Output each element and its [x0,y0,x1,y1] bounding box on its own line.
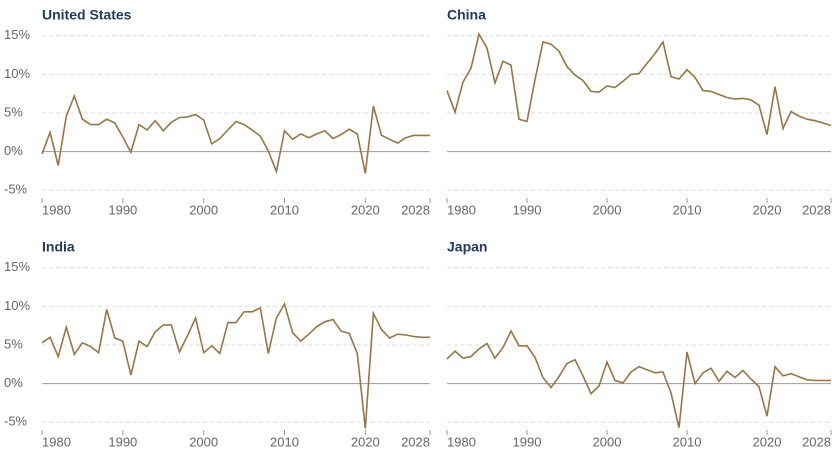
y-tick-label: -5% [4,414,28,429]
panel-title: United States [42,7,132,23]
data-line [41,93,430,175]
panel-title: China [447,7,486,23]
x-tick-label: 1980 [447,434,476,449]
x-tick-label: 2010 [673,202,702,217]
x-tick-label: 1980 [42,202,71,217]
y-tick-label: 10% [4,66,30,81]
x-tick-label: 1990 [108,434,137,449]
x-tick-label: 2020 [753,434,782,449]
y-tick-label: 15% [4,27,30,42]
x-tick-label: 2000 [593,202,622,217]
y-tick-label: 5% [4,104,23,119]
x-tick-label: 2000 [189,202,218,217]
x-tick-label: 2000 [593,434,622,449]
y-tick-label: 10% [4,298,30,313]
x-tick-label: 2020 [351,434,380,449]
x-tick-label: 2010 [270,202,299,217]
y-tick-label: -5% [4,182,28,197]
y-tick-label: 0% [4,143,23,158]
x-tick-label: 1990 [513,434,542,449]
panel-title: India [42,239,75,255]
y-tick-label: 15% [4,259,30,274]
x-tick-label: 1980 [447,202,476,217]
x-tick-label: 1980 [42,434,71,449]
x-tick-label: 2010 [673,434,702,449]
y-tick-label: 0% [4,375,23,390]
x-tick-label: 1990 [513,202,542,217]
x-tick-label: 2020 [351,202,380,217]
x-tick-label: 2028 [401,434,430,449]
x-tick-label: 2028 [802,202,831,217]
panel-title: Japan [447,239,487,255]
x-tick-label: 2000 [189,434,218,449]
data-line [41,301,430,429]
data-line [446,32,832,135]
x-tick-label: 2010 [270,434,299,449]
data-line [446,329,831,428]
x-tick-label: 2020 [753,202,782,217]
x-tick-label: 2028 [401,202,430,217]
y-tick-label: 5% [4,336,23,351]
x-tick-label: 2028 [802,434,831,449]
x-tick-label: 1990 [108,202,137,217]
